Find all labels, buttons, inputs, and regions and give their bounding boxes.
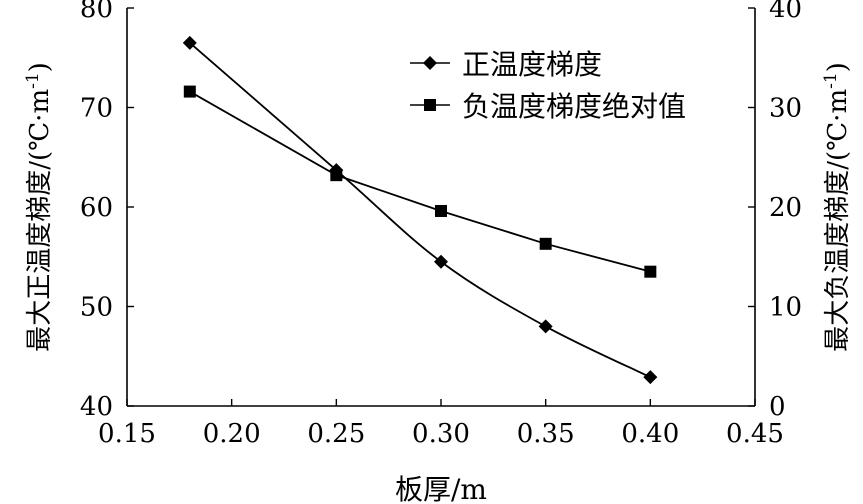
- x-tick-label: 0.40: [621, 419, 679, 449]
- data-point-diamond: [643, 370, 658, 385]
- y-left-tick-label: 40: [80, 392, 113, 422]
- y-left-tick-label: 70: [80, 94, 113, 124]
- y-axis-label-left: 最大正温度梯度/(℃·m-1): [23, 62, 55, 352]
- y-axis-label-right-main: 最大负温度梯度/(℃·m: [823, 89, 853, 352]
- y-axis-label-right: 最大负温度梯度/(℃·m-1): [821, 62, 853, 352]
- legend: 正温度梯度 负温度梯度绝对值: [410, 48, 686, 123]
- y-right-tick-label: 0: [769, 392, 786, 422]
- y-axis-label-left-main: 最大正温度梯度/(℃·m: [25, 89, 55, 352]
- data-point-diamond: [182, 35, 197, 50]
- y-axis-label-left-close: ): [25, 62, 55, 72]
- data-point-square: [183, 85, 196, 98]
- y-right-tick-label: 30: [769, 94, 802, 124]
- y-left-tick-label: 60: [80, 193, 113, 223]
- data-point-square: [330, 169, 343, 182]
- y-right-tick-label: 10: [769, 293, 802, 323]
- legend-marker-square: [424, 99, 436, 111]
- series-layer: [182, 35, 658, 385]
- legend-label-positive: 正温度梯度: [462, 48, 602, 81]
- x-tick-label: 0.25: [307, 419, 365, 449]
- data-point-square: [435, 204, 447, 217]
- x-tick-label: 0.35: [517, 419, 575, 449]
- data-point-diamond: [538, 319, 553, 334]
- y-right-tick-label: 40: [769, 0, 802, 24]
- x-axis-label: 板厚/m: [395, 473, 487, 504]
- data-point-diamond: [434, 254, 448, 269]
- x-tick-label: 0.15: [98, 419, 156, 449]
- y-left-tick-label: 50: [80, 293, 113, 323]
- y-right-tick-label: 20: [769, 193, 802, 223]
- series-line-0: [189, 42, 651, 378]
- y-axis-label-left-exponent: -1: [23, 72, 43, 89]
- x-tick-label: 0.20: [203, 419, 261, 449]
- legend-marker-diamond: [423, 56, 437, 70]
- data-point-square: [644, 265, 657, 278]
- y-axis-label-right-close: ): [823, 62, 853, 72]
- x-tick-label: 0.45: [726, 419, 784, 449]
- y-axis-label-right-exponent: -1: [821, 72, 841, 89]
- legend-label-negative: 负温度梯度绝对值: [462, 90, 686, 123]
- y-left-tick-label: 80: [80, 0, 113, 24]
- axis-ticks: 0.15 0.20 0.25 0.30 0.35 0.40 0.45 40 50 60 70 80 0 1…: [80, 0, 802, 449]
- x-tick-label: 0.30: [412, 419, 470, 449]
- data-point-square: [539, 237, 552, 250]
